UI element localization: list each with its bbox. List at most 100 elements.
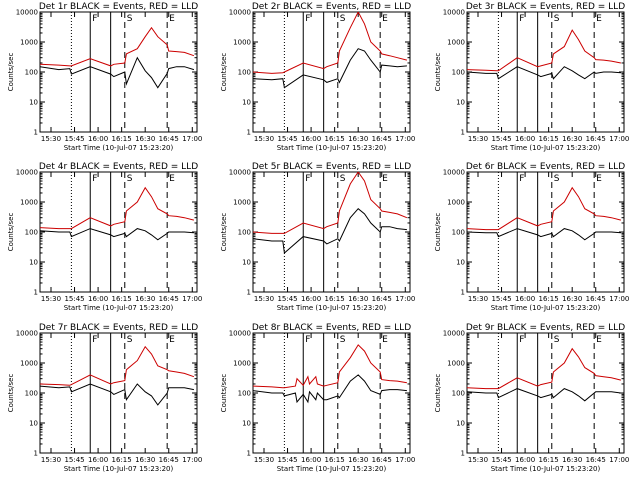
marker-label: E <box>169 335 175 345</box>
x-tick-label: 16:45 <box>372 295 392 303</box>
plot-frame <box>466 11 625 133</box>
x-tick-label: 16:45 <box>586 295 606 303</box>
plot-frame <box>39 11 198 133</box>
x-tick-label: 17:00 <box>395 135 415 143</box>
y-tick-label: 1 <box>34 289 38 297</box>
chart-title: Det 5r BLACK = Events, RED = LLD <box>252 162 411 172</box>
chart-panel: Det 1r BLACK = Events, RED = LLD 1 10 100 10… <box>7 2 202 152</box>
marker-label: F <box>305 174 310 184</box>
y-axis-label: Counts/sec <box>7 53 15 92</box>
marker-label: E <box>596 174 602 184</box>
chart-panel: Det 4r BLACK = Events, RED = LLD 1 10 100 10… <box>7 162 202 312</box>
x-tick-label: 15:30 <box>41 135 61 143</box>
x-tick-label: 15:45 <box>64 456 84 464</box>
series-line-events <box>253 374 407 404</box>
y-tick-label: 1 <box>247 129 251 137</box>
y-tick-label: 100 <box>25 229 38 237</box>
y-tick-label: 100 <box>238 390 251 398</box>
y-tick-label: 10 <box>29 99 38 107</box>
y-tick-label: 10000 <box>16 330 38 338</box>
chart-panel: Det 7r BLACK = Events, RED = LLD 1 10 100 10… <box>7 323 202 473</box>
x-tick-label: 17:00 <box>182 456 202 464</box>
marker-label: S <box>127 174 133 184</box>
y-tick-label: 1000 <box>233 199 251 207</box>
y-axis-label: Counts/sec <box>434 53 442 92</box>
chart-title: Det 3r BLACK = Events, RED = LLD <box>466 2 625 12</box>
x-tick-label: 16:45 <box>586 135 606 143</box>
y-tick-label: 10 <box>242 259 251 267</box>
y-tick-label: 1 <box>461 450 465 458</box>
x-tick-label: 16:00 <box>301 135 321 143</box>
marker-label: S <box>554 335 560 345</box>
y-tick-label: 10 <box>456 99 465 107</box>
y-tick-label: 10000 <box>229 330 251 338</box>
x-tick-label: 16:30 <box>135 135 155 143</box>
x-axis-label: Start Time (10-Jul-07 15:23:20) <box>64 304 174 312</box>
y-tick-label: 1 <box>247 450 251 458</box>
x-tick-label: 16:15 <box>539 456 559 464</box>
x-tick-label: 16:45 <box>159 135 179 143</box>
series-line-lld <box>253 12 408 74</box>
y-tick-label: 1000 <box>20 39 38 47</box>
x-tick-label: 15:45 <box>64 295 84 303</box>
x-tick-label: 15:30 <box>41 456 61 464</box>
series-line-lld <box>467 186 622 231</box>
x-tick-label: 16:15 <box>112 135 132 143</box>
series-line-events <box>40 56 195 89</box>
x-tick-label: 16:15 <box>539 135 559 143</box>
x-axis-label: Start Time (10-Jul-07 15:23:20) <box>277 465 387 473</box>
y-tick-label: 1000 <box>20 199 38 207</box>
y-tick-label: 1 <box>34 450 38 458</box>
x-tick-label: 16:00 <box>88 135 108 143</box>
x-axis-label: Start Time (10-Jul-07 15:23:20) <box>491 304 601 312</box>
y-tick-label: 1 <box>461 289 465 297</box>
chart-title: Det 7r BLACK = Events, RED = LLD <box>39 323 198 333</box>
x-tick-label: 16:45 <box>159 456 179 464</box>
x-tick-label: 16:15 <box>325 456 345 464</box>
x-tick-label: 17:00 <box>609 135 629 143</box>
x-tick-label: 15:30 <box>254 456 274 464</box>
x-tick-label: 16:30 <box>348 295 368 303</box>
chart-panel: Det 2r BLACK = Events, RED = LLD 1 10 100 10… <box>220 2 415 152</box>
marker-label: E <box>169 174 175 184</box>
chart-panel: Det 9r BLACK = Events, RED = LLD 1 10 100 10… <box>434 323 629 473</box>
x-tick-label: 16:30 <box>562 295 582 303</box>
y-tick-label: 10000 <box>16 9 38 17</box>
x-tick-label: 16:15 <box>325 295 345 303</box>
x-tick-label: 16:00 <box>515 456 535 464</box>
y-tick-label: 1000 <box>447 360 465 368</box>
chart-panel: Det 5r BLACK = Events, RED = LLD 1 10 100 10… <box>220 162 415 312</box>
x-tick-label: 15:30 <box>254 135 274 143</box>
series-line-lld <box>253 172 408 234</box>
y-tick-label: 1 <box>34 129 38 137</box>
plot-frame <box>39 332 198 454</box>
marker-label: F <box>519 14 524 24</box>
series-line-lld <box>40 186 195 230</box>
x-tick-label: 17:00 <box>609 456 629 464</box>
marker-label: E <box>596 335 602 345</box>
x-tick-label: 15:30 <box>254 295 274 303</box>
series-line-events <box>40 383 194 406</box>
y-tick-label: 10000 <box>443 9 465 17</box>
series-line-lld <box>253 344 407 389</box>
series-line-events <box>467 228 621 241</box>
y-tick-label: 1000 <box>447 199 465 207</box>
x-tick-label: 16:45 <box>586 456 606 464</box>
plot-frame <box>252 171 411 293</box>
x-tick-label: 16:45 <box>159 295 179 303</box>
y-axis-label: Counts/sec <box>220 213 228 252</box>
x-tick-label: 15:45 <box>491 456 511 464</box>
x-tick-label: 16:00 <box>88 295 108 303</box>
x-tick-label: 16:30 <box>135 295 155 303</box>
y-axis-label: Counts/sec <box>220 53 228 92</box>
series-line-lld <box>40 26 195 67</box>
y-tick-label: 10000 <box>443 169 465 177</box>
x-tick-label: 15:45 <box>491 295 511 303</box>
y-tick-label: 100 <box>452 229 465 237</box>
y-tick-label: 100 <box>238 69 251 77</box>
x-tick-label: 15:30 <box>468 456 488 464</box>
marker-label: E <box>169 14 175 24</box>
marker-label: F <box>519 174 524 184</box>
x-axis-label: Start Time (10-Jul-07 15:23:20) <box>64 144 174 152</box>
